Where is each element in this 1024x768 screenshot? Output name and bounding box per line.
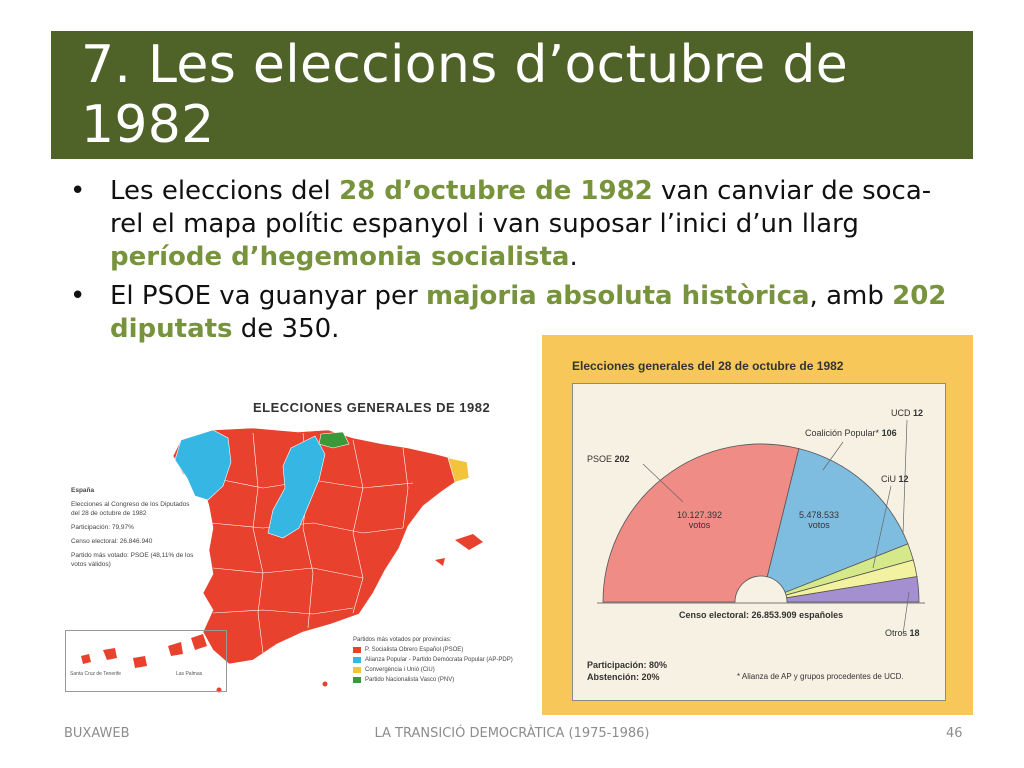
map-info-participation: Participación: 79,97% (71, 524, 134, 531)
seat-slice-coalici-n-popular (766, 448, 909, 593)
election-map: ELECCIONES GENERALES DE 1982 España Elec… (63, 388, 513, 708)
legend-swatch-pnv (353, 677, 361, 683)
slide-title: 7. Les eleccions d’octubre de 1982 (81, 35, 849, 155)
map-info-election: Elecciones al Congreso de los Diputados … (71, 501, 190, 517)
label-psoe: PSOE 202 (587, 454, 630, 464)
legend-label-pnv: Partido Nacionalista Vasco (PNV) (365, 677, 455, 683)
map-pnv-basque (318, 431, 350, 449)
bullet-1-highlight-hegemony: període d’hegemonia socialista (110, 242, 570, 272)
spain-map-graphic (81, 427, 483, 693)
canary-label-palmas: Las Palmas (176, 671, 203, 677)
bullet-1-highlight-date: 28 d’octubre de 1982 (339, 176, 653, 206)
footer-left: BUXAWEB (64, 726, 130, 741)
legend-label-ap: Alianza Popular - Partido Demócrata Popu… (365, 657, 513, 663)
seats-chart-panel: Elecciones generales del 28 de octubre d… (542, 335, 973, 715)
map-melilla (322, 681, 328, 687)
bullet-1-text-c: . (569, 242, 578, 272)
bullet-2-text-b: , amb (809, 281, 893, 311)
map-ciu-catalonia (447, 457, 470, 483)
legend-item-ciu: Convergència i Unió (CiU) (353, 666, 513, 674)
legend-swatch-ap (353, 657, 361, 663)
title-bar: 7. Les eleccions d’octubre de 1982 (51, 31, 973, 159)
canary-label-tenerife: Santa Cruz de Tenerife (70, 671, 122, 677)
label-cp: Coalición Popular* 106 (805, 428, 897, 438)
leader-psoe (642, 463, 684, 503)
legend-swatch-psoe (353, 647, 361, 653)
map-ap-castile (267, 435, 326, 539)
label-note: * Alianza de AP y grupos procedentes de … (737, 672, 904, 681)
bullet-2-text-a: El PSOE va guanyar per (110, 281, 426, 311)
map-canary-islands (81, 634, 207, 668)
legend-label-psoe: P. Socialista Obrero Español (PSOE) (365, 647, 464, 653)
legend-item-psoe: P. Socialista Obrero Español (PSOE) (353, 646, 513, 654)
map-info-most-voted: Partido más votado: PSOE (48,11% de los … (71, 552, 194, 568)
canary-inset-frame: Santa Cruz de Tenerife Las Palmas (65, 630, 227, 692)
map-ap-galicia (174, 429, 232, 501)
chart-area: UCD 12 Coalición Popular* 106 PSOE 202 C… (572, 383, 946, 701)
legend-item-pnv: Partido Nacionalista Vasco (PNV) (353, 676, 513, 684)
label-censo: Censo electoral: 26.853.909 españoles (679, 610, 844, 620)
label-psoe-votes: 10.127.392 votos (677, 510, 723, 530)
bullet-2-text-c: de 350. (232, 314, 340, 344)
seats-semicircle-chart (597, 419, 925, 635)
map-info-census: Censo electoral: 26.846.940 (71, 538, 153, 545)
label-abstencion: Abstención: 20% (587, 672, 660, 682)
bullet-2-highlight-seats: 202 diputats (110, 281, 947, 344)
label-ciu: CiU 12 (881, 474, 909, 484)
mainland-psoe-region (172, 427, 462, 665)
chart-title: Elecciones generales del 28 de octubre d… (572, 359, 844, 373)
map-balearic-islands-2 (435, 558, 445, 566)
legend-swatch-ciu (353, 667, 361, 673)
bullet-1-text-b: van canviar de soca-rel el mapa polític … (110, 176, 932, 239)
seat-slice-otros (786, 576, 920, 603)
label-participacion: Participación: 80% (587, 660, 668, 670)
footer-center: LA TRANSICIÓ DEMOCRÀTICA (1975-1986) (374, 726, 650, 741)
map-title: ELECCIONES GENERALES DE 1982 (253, 400, 491, 415)
map-info-heading: España (71, 487, 95, 494)
leader-cp (822, 441, 844, 471)
leader-otros (902, 591, 910, 635)
bullet-1-text-a: Les eleccions del (110, 176, 340, 206)
legend-item-ap: Alianza Popular - Partido Demócrata Popu… (353, 656, 513, 664)
label-ucd: UCD 12 (891, 408, 924, 418)
seat-slice-psoe (602, 443, 800, 603)
bullet-list: Les eleccions del 28 d’octubre de 1982 v… (70, 175, 950, 352)
leader-ciu (872, 485, 892, 569)
map-legend-title: Partidos más votados por provincias: (353, 637, 452, 643)
leader-ucd (902, 419, 908, 535)
map-info-panel: España Elecciones al Congreso de los Dip… (71, 486, 196, 574)
label-cp-votes: 5.478.533 votos (799, 510, 840, 530)
bullet-2: El PSOE va guanyar per majoria absoluta … (70, 280, 950, 346)
bullet-2-highlight-majority: majoria absoluta històrica (425, 281, 810, 311)
footer-page-number: 46 (946, 726, 963, 741)
map-legend: Partidos más votados por provincias: P. … (353, 636, 513, 686)
map-balearic-islands (455, 534, 483, 550)
label-otros: Otros 18 (885, 628, 920, 638)
bullet-1: Les eleccions del 28 d’octubre de 1982 v… (70, 175, 950, 274)
legend-label-ciu: Convergència i Unió (CiU) (365, 667, 435, 673)
